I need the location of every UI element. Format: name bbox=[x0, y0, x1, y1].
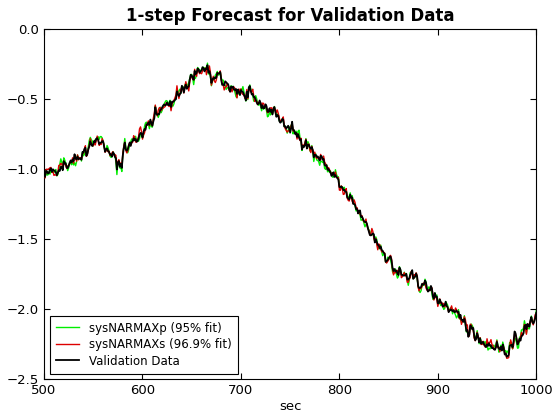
sysNARMAXs (96.9% fit) bbox=[163, 100, 170, 105]
sysNARMAXs (96.9% fit) bbox=[503, 356, 510, 361]
sysNARMAXp (95% fit) bbox=[449, 311, 456, 316]
sysNARMAXp (95% fit) bbox=[365, 225, 371, 230]
Validation Data bbox=[204, 63, 211, 68]
Validation Data bbox=[221, 83, 227, 88]
Title: 1-step Forecast for Validation Data: 1-step Forecast for Validation Data bbox=[126, 7, 454, 25]
Validation Data bbox=[503, 354, 510, 359]
Validation Data bbox=[41, 168, 48, 173]
sysNARMAXp (95% fit) bbox=[221, 83, 227, 88]
sysNARMAXs (96.9% fit) bbox=[41, 171, 48, 176]
sysNARMAXp (95% fit) bbox=[204, 60, 211, 66]
Line: Validation Data: Validation Data bbox=[44, 65, 536, 357]
sysNARMAXs (96.9% fit) bbox=[221, 87, 227, 92]
sysNARMAXp (95% fit) bbox=[184, 86, 190, 91]
sysNARMAXs (96.9% fit) bbox=[206, 63, 213, 68]
Line: sysNARMAXs (96.9% fit): sysNARMAXs (96.9% fit) bbox=[44, 66, 536, 358]
Validation Data bbox=[365, 226, 371, 231]
sysNARMAXs (96.9% fit) bbox=[533, 311, 540, 316]
sysNARMAXp (95% fit) bbox=[358, 217, 365, 222]
Validation Data bbox=[358, 214, 365, 219]
sysNARMAXs (96.9% fit) bbox=[358, 213, 365, 218]
Validation Data bbox=[184, 86, 190, 91]
Validation Data bbox=[533, 310, 540, 315]
X-axis label: sec: sec bbox=[279, 400, 301, 413]
sysNARMAXp (95% fit) bbox=[533, 308, 540, 313]
sysNARMAXs (96.9% fit) bbox=[365, 226, 371, 231]
sysNARMAXp (95% fit) bbox=[503, 351, 510, 356]
sysNARMAXp (95% fit) bbox=[163, 98, 170, 103]
Line: sysNARMAXp (95% fit): sysNARMAXp (95% fit) bbox=[44, 63, 536, 353]
sysNARMAXs (96.9% fit) bbox=[449, 307, 456, 312]
Legend: sysNARMAXp (95% fit), sysNARMAXs (96.9% fit), Validation Data: sysNARMAXp (95% fit), sysNARMAXs (96.9% … bbox=[50, 315, 237, 373]
sysNARMAXp (95% fit) bbox=[41, 171, 48, 176]
sysNARMAXs (96.9% fit) bbox=[184, 84, 190, 89]
Validation Data bbox=[163, 102, 170, 108]
Validation Data bbox=[449, 309, 456, 314]
